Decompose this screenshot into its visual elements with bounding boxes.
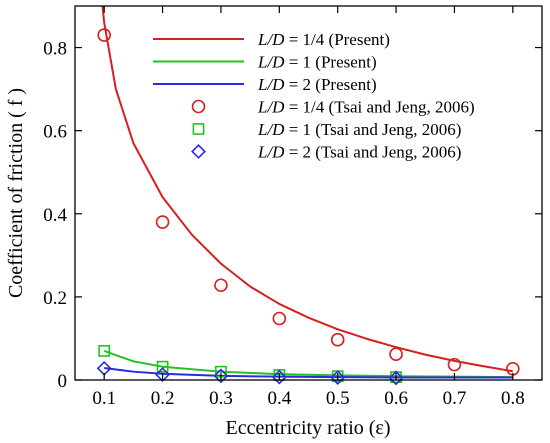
legend-label: L/D = 1/4 (Tsai and Jeng, 2006) [257, 98, 475, 117]
data-point-diamond [388, 370, 404, 386]
x-tick-label: 0.1 [92, 388, 116, 409]
data-point-diamond [213, 368, 229, 384]
y-axis-title: Coefficient of friction ( f ) [5, 88, 27, 298]
x-axis-title: Eccentricity ratio (ε) [226, 417, 391, 439]
y-tick-label: 0 [58, 371, 68, 392]
x-tick-label: 0.2 [151, 388, 175, 409]
x-tick-label: 0.3 [209, 388, 233, 409]
x-tick-label: 0.5 [326, 388, 350, 409]
data-point-diamond [271, 369, 287, 385]
data-point-circle [155, 215, 170, 229]
legend-label: L/D = 1 (Present) [257, 53, 377, 72]
x-tick-label: 0.4 [267, 388, 291, 409]
y-tick-label: 0.2 [43, 288, 67, 309]
series-markers [96, 28, 520, 386]
plot-frame [74, 5, 543, 381]
legend-label: L/D = 2 (Present) [257, 75, 377, 94]
legend-marker-diamond [191, 144, 206, 159]
data-point-square [156, 360, 169, 373]
legend-label: L/D = 2 (Tsai and Jeng, 2006) [257, 143, 461, 162]
y-tick-label: 0.6 [43, 122, 67, 143]
data-point-diamond [330, 370, 346, 385]
legend-marker-circle [191, 99, 206, 114]
data-point-circle [330, 332, 345, 347]
x-tick-label: 0.7 [443, 388, 467, 409]
data-point-circle [214, 278, 228, 293]
data-point-circle [389, 347, 403, 362]
data-point-square [98, 345, 111, 357]
y-tick-label: 0.8 [43, 39, 67, 60]
legend-label: L/D = 1/4 (Present) [257, 30, 390, 49]
data-point-circle [97, 28, 111, 42]
legend-marker-square [192, 123, 205, 135]
data-point-circle [447, 357, 462, 372]
series-line-0 [101, 6, 513, 373]
x-tick-label: 0.6 [384, 388, 408, 409]
legend-label: L/D = 1 (Tsai and Jeng, 2006) [257, 120, 461, 139]
x-axis-ticks: 0.1 0.2 0.3 0.4 0.5 0.6 0.7 0.8 [92, 6, 525, 409]
y-tick-label: 0.4 [43, 205, 67, 226]
data-point-circle [272, 311, 287, 326]
data-point-diamond [155, 367, 170, 383]
legend: L/D = 1/4 (Present) L/D = 1 (Present) L/D … [153, 30, 475, 162]
x-tick-label: 0.8 [501, 388, 525, 409]
y-axis-ticks: 0 0.2 0.4 0.6 0.8 [43, 39, 542, 392]
